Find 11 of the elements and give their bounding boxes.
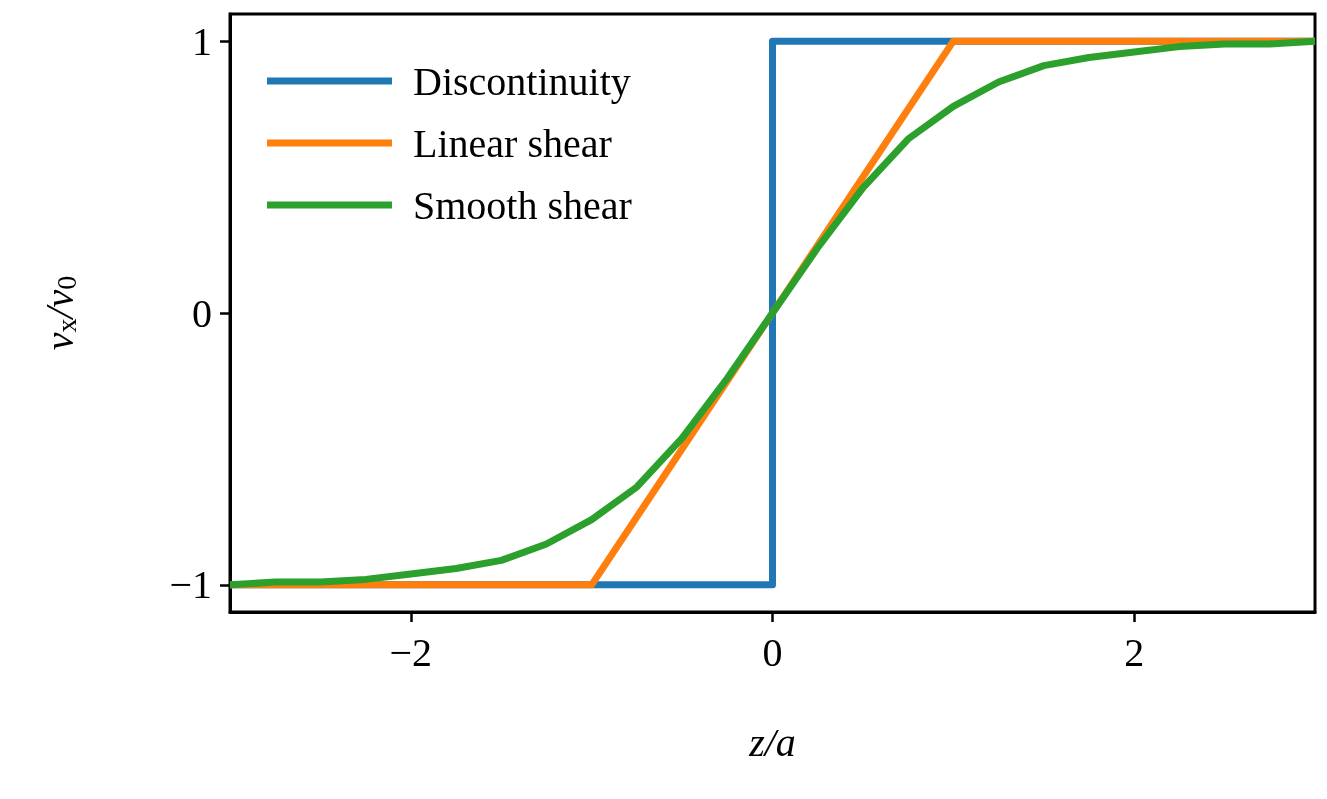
y-axis-title: vx/v0 xyxy=(36,275,82,351)
x-axis-title: z/a xyxy=(748,719,796,765)
legend-label: Discontinuity xyxy=(413,58,631,104)
legend-label: Linear shear xyxy=(413,120,612,166)
legend-label: Smooth shear xyxy=(413,182,632,228)
x-tick-label: 0 xyxy=(762,629,783,675)
y-tick-label: −1 xyxy=(169,562,212,608)
y-tick-label: 0 xyxy=(192,290,212,336)
x-tick-label: 2 xyxy=(1124,629,1145,675)
x-tick-label: −2 xyxy=(389,629,433,675)
y-tick-label: 1 xyxy=(192,18,212,64)
